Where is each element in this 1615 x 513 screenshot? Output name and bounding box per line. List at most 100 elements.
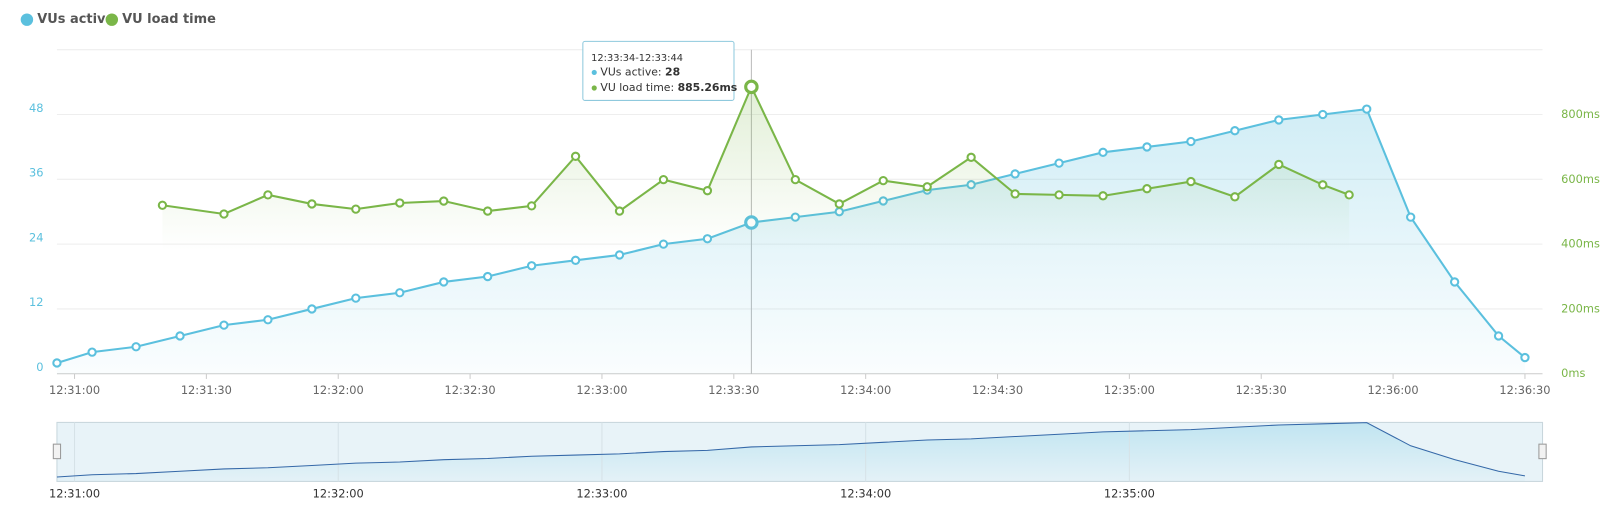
point — [1186, 176, 1196, 187]
navigator-area — [56, 422, 1525, 482]
y2-tick-label: 0ms — [1561, 366, 1585, 380]
tooltip: 12:33:34-12:33:44 VUs active: 28 VU load… — [582, 40, 737, 101]
point — [219, 209, 229, 219]
point — [1054, 190, 1064, 200]
point — [702, 186, 713, 196]
x-tick-label: 12:35:30 — [1236, 383, 1287, 397]
x-tick-label: 12:36:00 — [1368, 383, 1419, 397]
point — [1142, 142, 1152, 152]
navigator-tick-label: 12:31:00 — [49, 486, 100, 500]
point — [878, 175, 888, 186]
point — [1010, 169, 1020, 179]
point — [1449, 277, 1460, 287]
tooltip-line: VU load time: 885.26ms — [600, 81, 737, 94]
legend-label[interactable]: VU load time — [122, 12, 216, 27]
point — [570, 255, 581, 265]
tooltip-line: VUs active: 28 — [600, 65, 680, 78]
point — [1406, 212, 1416, 222]
point — [87, 347, 97, 357]
point — [219, 320, 229, 330]
navigator-line — [56, 422, 1526, 478]
y-tick-label: 0 — [36, 360, 43, 374]
tooltip-box — [582, 40, 735, 101]
tooltip-value: 885.26ms — [678, 81, 738, 94]
line — [162, 84, 1350, 216]
tooltip-label: VUs active: — [600, 65, 661, 78]
legend-swatch[interactable] — [20, 13, 34, 26]
tooltip-bullet — [591, 85, 597, 91]
point — [307, 304, 317, 314]
y2-tick-label: 400ms — [1561, 237, 1600, 251]
tooltip-label: VU load time: — [600, 81, 674, 94]
tooltip-bullet — [591, 69, 597, 76]
point — [744, 79, 759, 95]
navigator: 12:31:00 12:32:00 12:33:00 12:34:00 12:35:00 — [49, 421, 1547, 500]
plot-area: 0 12 24 36 48 0ms 200ms 400ms 600ms 800ms 12:31:00… — [29, 49, 1600, 397]
point — [307, 199, 317, 209]
point — [1362, 104, 1372, 114]
x-tick-label: 12:34:00 — [840, 383, 891, 397]
point — [1274, 115, 1284, 125]
x-tick-label: 12:36:30 — [1499, 383, 1550, 397]
point — [1142, 184, 1152, 194]
point — [1054, 158, 1064, 168]
point — [157, 200, 168, 210]
y-tick-label: 36 — [29, 166, 43, 180]
point — [439, 196, 449, 206]
point — [526, 201, 537, 211]
tooltip-value: 28 — [665, 65, 680, 78]
y-tick-label: 48 — [29, 101, 43, 115]
point — [263, 190, 273, 200]
navigator-tick-label: 12:34:00 — [840, 486, 891, 500]
point — [614, 206, 625, 216]
y-tick-label: 24 — [29, 230, 43, 244]
navigator-handle[interactable] — [1538, 443, 1547, 460]
x-tick-label: 12:31:00 — [49, 383, 100, 397]
navigator-handle[interactable] — [52, 443, 62, 460]
point — [439, 277, 449, 287]
x-tick-label: 12:32:30 — [445, 383, 496, 397]
point — [1493, 331, 1504, 341]
point — [790, 174, 800, 185]
point — [1274, 159, 1284, 170]
point — [1318, 109, 1328, 120]
point — [1230, 126, 1240, 136]
y-tick-label: 12 — [29, 295, 43, 309]
tooltip-title: 12:33:34-12:33:44 — [591, 53, 683, 64]
point — [1520, 352, 1530, 363]
x-tick-label: 12:33:00 — [576, 383, 627, 397]
point — [395, 288, 405, 298]
x-tick-label: 12:33:30 — [708, 383, 759, 397]
x-tick-label: 12:35:00 — [1104, 383, 1155, 397]
point — [526, 261, 537, 271]
point — [658, 174, 669, 185]
x-tick-label: 12:32:00 — [313, 383, 364, 397]
point — [1230, 192, 1240, 202]
point — [1318, 180, 1328, 190]
point — [966, 152, 976, 162]
navigator-tick-label: 12:35:00 — [1104, 486, 1155, 500]
legend-swatch[interactable] — [105, 13, 119, 26]
point — [263, 315, 273, 325]
navigator-tick-label: 12:32:00 — [313, 486, 364, 500]
navigator-tick-label: 12:33:00 — [576, 486, 627, 500]
point — [483, 271, 493, 282]
point — [483, 206, 493, 216]
point — [570, 151, 581, 161]
point — [614, 250, 625, 260]
point — [834, 199, 844, 209]
point — [1098, 191, 1108, 201]
point — [922, 182, 932, 192]
point — [175, 331, 185, 341]
point — [1344, 190, 1354, 200]
x-tick-label: 12:34:30 — [972, 383, 1023, 397]
point — [52, 358, 62, 368]
x-tick-label: 12:31:30 — [181, 383, 232, 397]
point — [1010, 189, 1020, 199]
legend-label[interactable]: VUs active — [37, 12, 114, 27]
legend: VUs active VU load time — [20, 12, 216, 27]
y2-tick-label: 200ms — [1561, 301, 1600, 315]
point — [395, 198, 405, 208]
point — [131, 342, 141, 352]
